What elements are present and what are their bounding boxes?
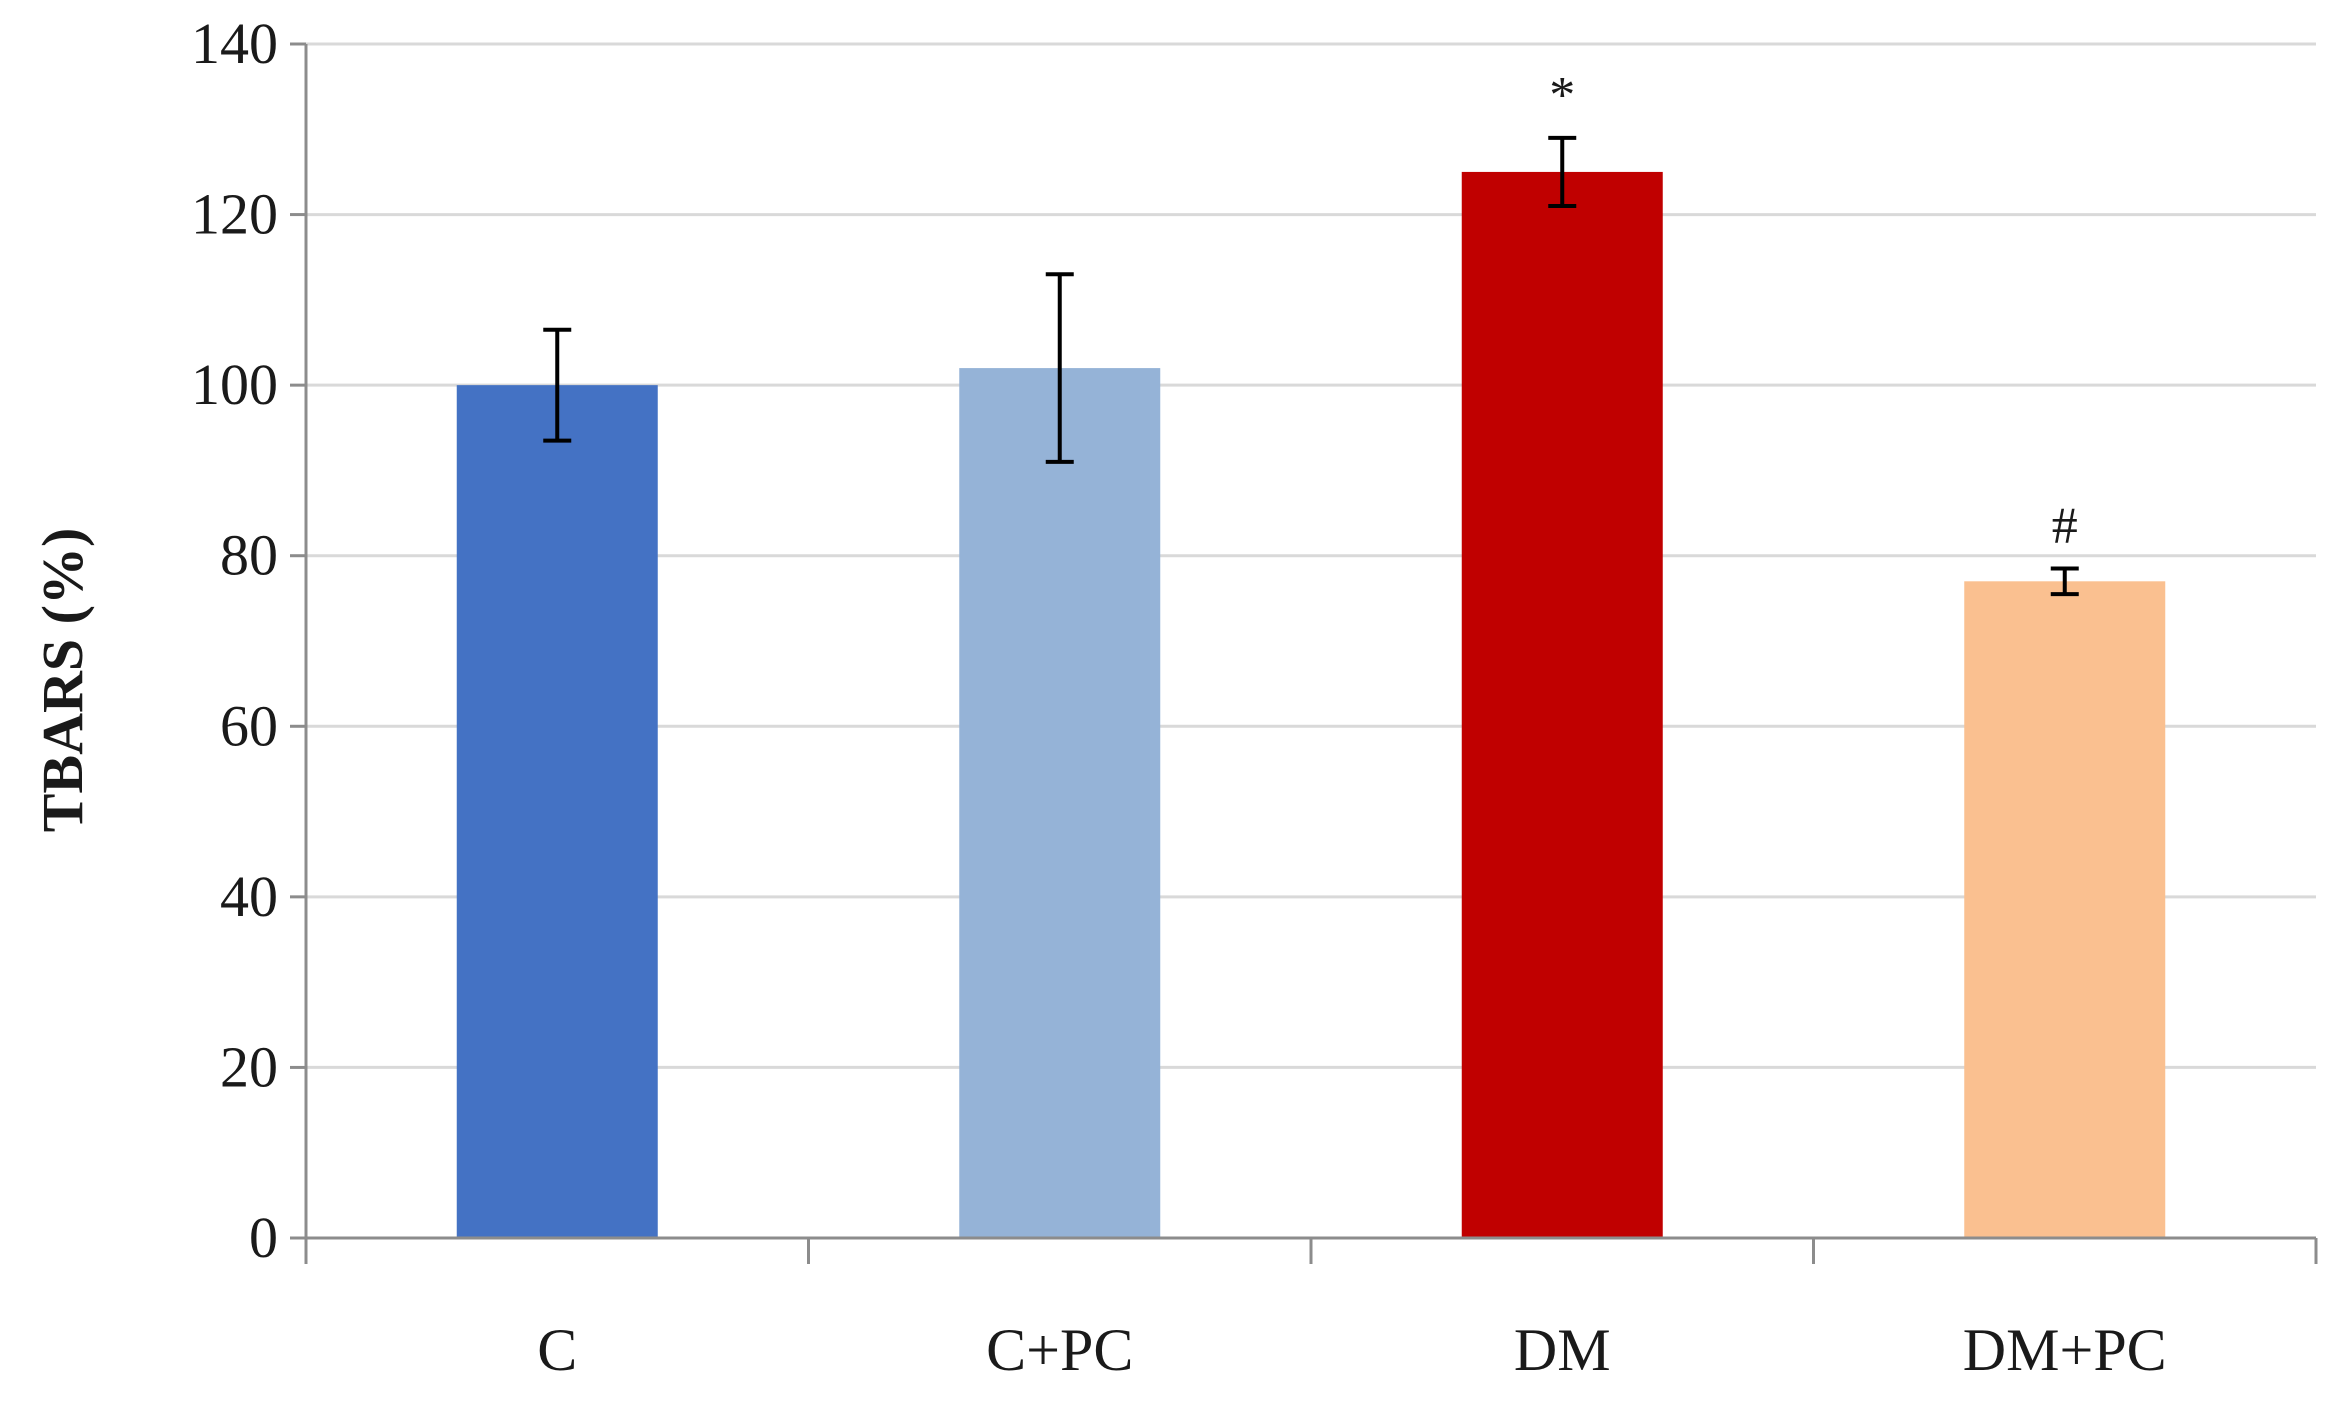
y-tick-label: 40 — [220, 864, 278, 929]
y-axis-title: TBARS (%) — [30, 528, 95, 833]
bars — [456, 171, 2166, 1239]
y-tick-label: 20 — [220, 1034, 278, 1099]
y-tick-label: 80 — [220, 523, 278, 588]
axes — [290, 42, 2318, 1264]
x-category-label: C — [537, 1317, 577, 1383]
x-category-label: C+PC — [986, 1317, 1133, 1383]
y-tick-label: 120 — [191, 182, 278, 247]
y-tick-label: 140 — [191, 11, 278, 76]
bar-c — [456, 385, 658, 1239]
y-tick-label: 0 — [249, 1205, 278, 1270]
y-tick-label: 100 — [191, 352, 278, 417]
significance-marker: * — [1549, 67, 1575, 124]
x-category-label: DM+PC — [1963, 1317, 2167, 1383]
significance-marker: # — [2052, 498, 2078, 555]
labels: 0 20 40 60 80 100 120 140 C C+PC DM * DM+PC # — [191, 11, 2167, 1383]
bar-dm — [1461, 171, 1663, 1238]
x-category-label: DM — [1514, 1317, 1611, 1383]
error-bars — [543, 135, 2079, 597]
y-tick-label: 60 — [220, 693, 278, 758]
bar-c-pc — [959, 368, 1161, 1239]
bar-dm-pc — [1964, 581, 2166, 1238]
